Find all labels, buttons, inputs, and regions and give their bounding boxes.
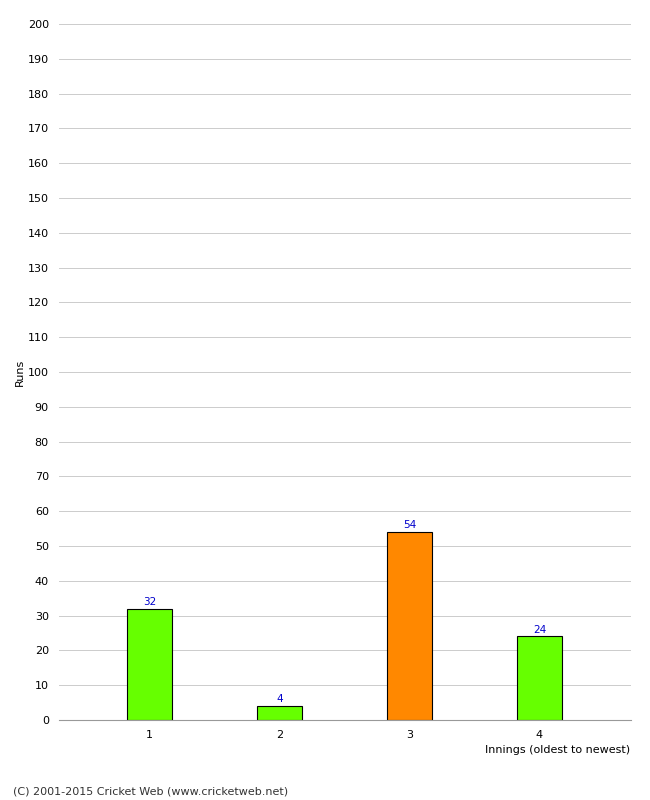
Y-axis label: Runs: Runs <box>15 358 25 386</box>
Text: 54: 54 <box>403 520 416 530</box>
Text: (C) 2001-2015 Cricket Web (www.cricketweb.net): (C) 2001-2015 Cricket Web (www.cricketwe… <box>13 786 288 796</box>
X-axis label: Innings (oldest to newest): Innings (oldest to newest) <box>486 746 630 755</box>
Bar <box>517 637 562 720</box>
Bar <box>387 532 432 720</box>
Text: 24: 24 <box>533 625 546 634</box>
Bar <box>127 609 172 720</box>
Text: 4: 4 <box>276 694 283 704</box>
Text: 32: 32 <box>143 597 156 607</box>
Bar <box>257 706 302 720</box>
